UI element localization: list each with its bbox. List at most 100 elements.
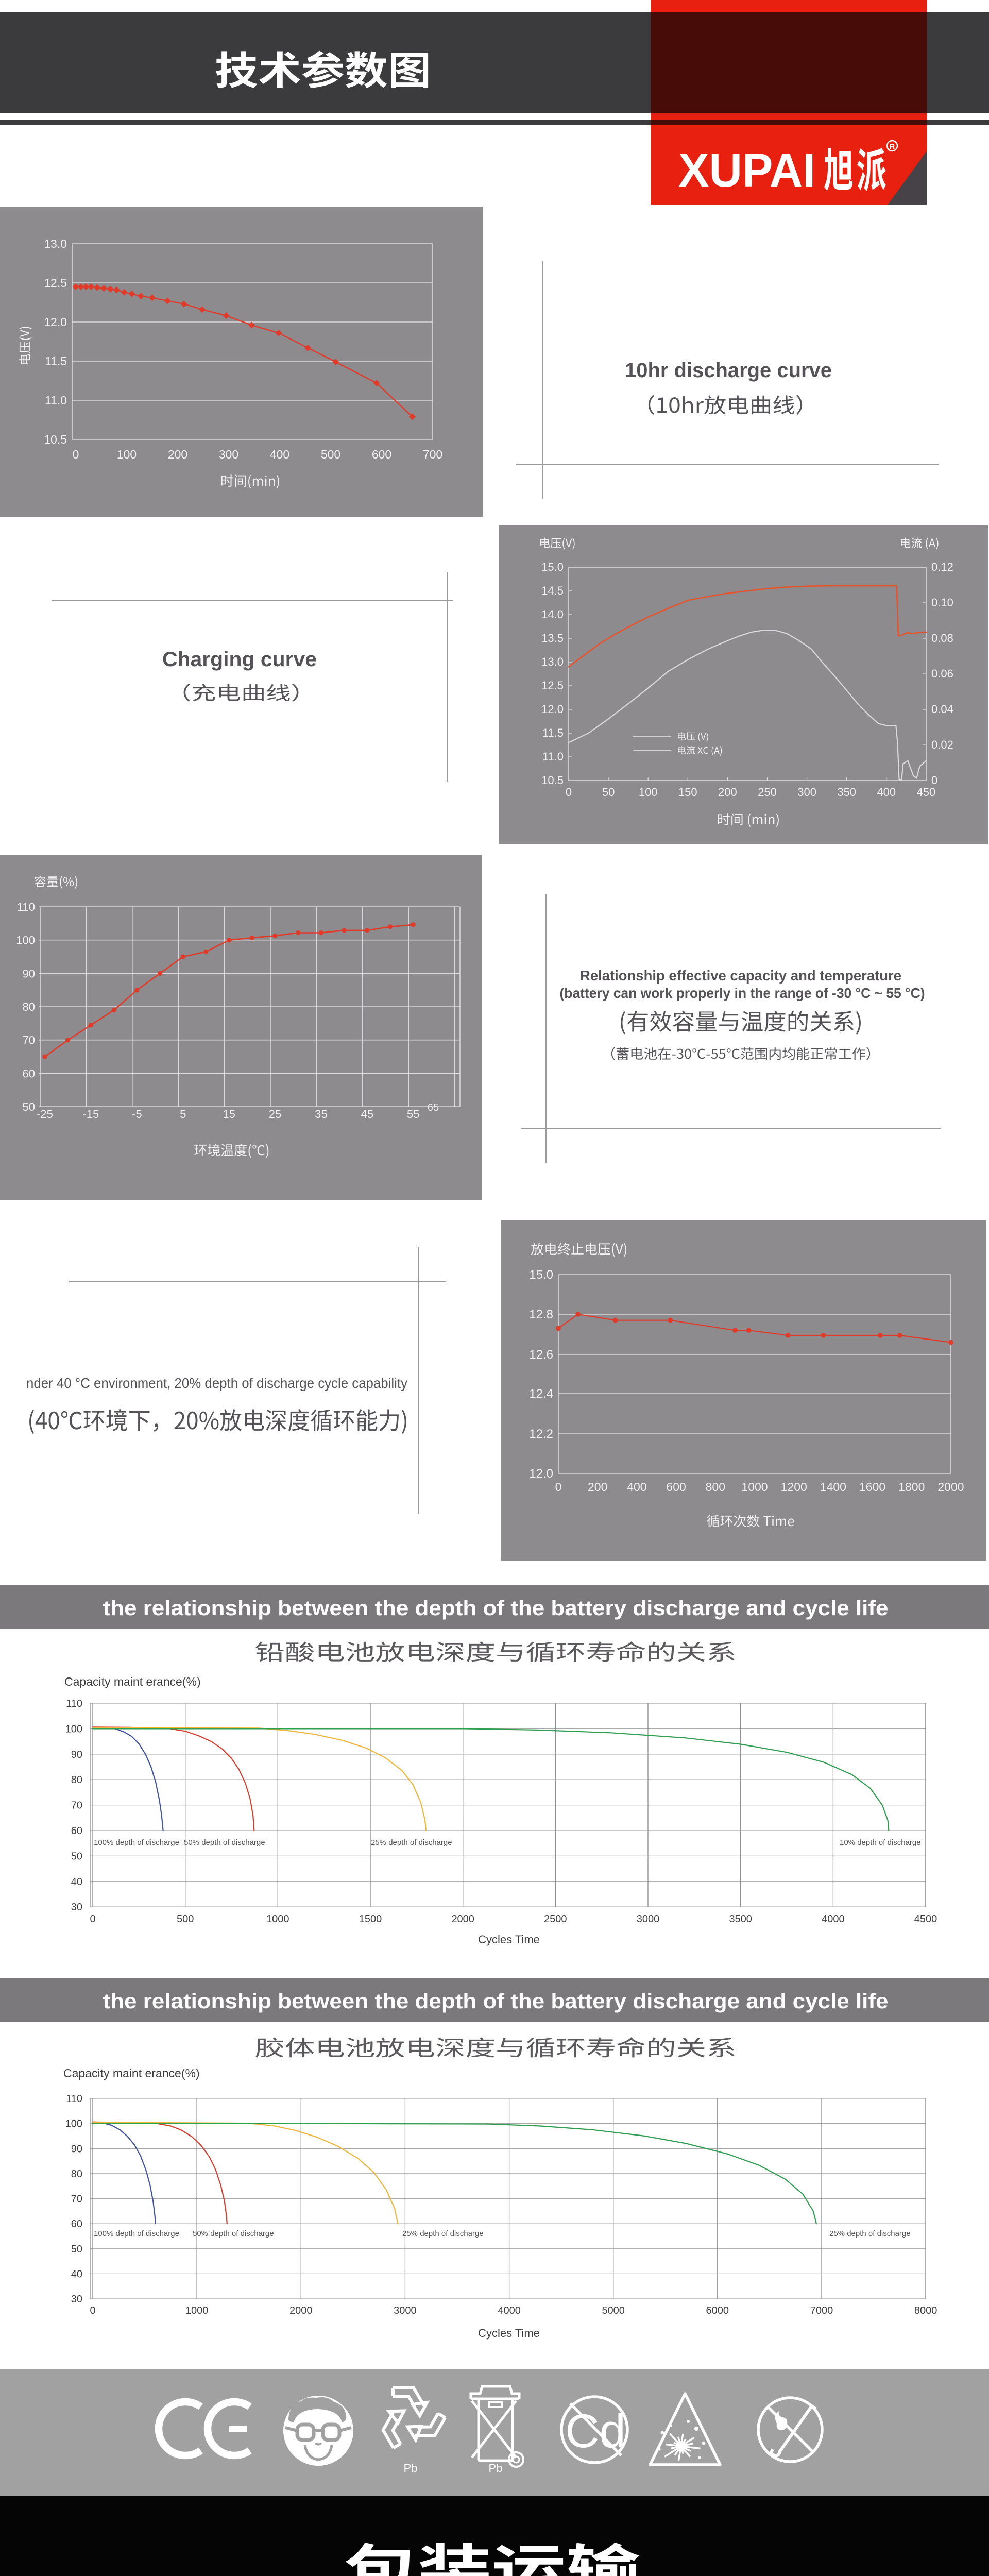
svg-text:0.04: 0.04 (931, 703, 953, 716)
svg-text:70: 70 (23, 1034, 35, 1047)
svg-text:100: 100 (65, 2119, 82, 2130)
svg-text:50% depth of discharge: 50% depth of discharge (184, 1838, 265, 1847)
svg-text:1500: 1500 (359, 1913, 382, 1925)
svg-text:40: 40 (71, 2268, 82, 2280)
svg-text:12.5: 12.5 (541, 679, 564, 692)
svg-text:50: 50 (602, 786, 615, 799)
svg-text:100: 100 (639, 786, 658, 799)
svg-text:15.0: 15.0 (529, 1268, 553, 1282)
svg-text:0: 0 (931, 774, 937, 787)
svg-text:150: 150 (678, 786, 697, 799)
svg-text:3000: 3000 (637, 1913, 660, 1925)
svg-text:the relationship between the d: the relationship between the depth of th… (103, 1989, 889, 2013)
svg-text:110: 110 (17, 901, 35, 913)
svg-text:12.0: 12.0 (541, 703, 564, 716)
svg-text:13.0: 13.0 (44, 237, 67, 250)
svg-text:40: 40 (71, 1876, 82, 1888)
svg-text:3000: 3000 (394, 2305, 417, 2316)
svg-text:Cycles Time: Cycles Time (478, 2327, 540, 2340)
svg-text:25% depth of discharge: 25% depth of discharge (371, 1838, 452, 1847)
svg-text:the relationship between the d: the relationship between the depth of th… (103, 1596, 889, 1620)
svg-text:10hr discharge curve: 10hr discharge curve (625, 359, 832, 382)
svg-text:3500: 3500 (729, 1913, 752, 1925)
svg-text:4500: 4500 (914, 1913, 937, 1925)
svg-text:4000: 4000 (498, 2305, 521, 2316)
svg-text:350: 350 (837, 786, 856, 799)
svg-text:60: 60 (71, 1825, 82, 1837)
svg-text:35: 35 (315, 1108, 327, 1121)
svg-text:2000: 2000 (289, 2305, 313, 2316)
svg-text:100: 100 (65, 1723, 82, 1735)
svg-text:14.0: 14.0 (541, 608, 564, 621)
svg-text:90: 90 (71, 2143, 82, 2155)
svg-text:-5: -5 (132, 1108, 142, 1121)
svg-text:25% depth of discharge: 25% depth of discharge (829, 2229, 911, 2238)
svg-text:0: 0 (73, 448, 79, 461)
svg-text:0: 0 (555, 1480, 562, 1494)
svg-text:110: 110 (66, 1698, 82, 1709)
svg-text:5: 5 (180, 1108, 186, 1121)
svg-text:(battery can work properly in: (battery can work properly in the range … (560, 985, 925, 1001)
svg-text:1200: 1200 (781, 1480, 807, 1494)
svg-text:11.5: 11.5 (542, 726, 564, 739)
svg-text:2500: 2500 (544, 1913, 567, 1925)
svg-text:80: 80 (71, 2168, 82, 2180)
svg-text:12.6: 12.6 (529, 1348, 553, 1362)
svg-text:60: 60 (71, 2218, 82, 2230)
svg-text:200: 200 (588, 1480, 607, 1494)
svg-text:-25: -25 (37, 1108, 53, 1121)
svg-text:70: 70 (71, 2194, 82, 2205)
svg-text:25: 25 (269, 1108, 281, 1121)
svg-text:7000: 7000 (810, 2305, 833, 2316)
svg-text:0.06: 0.06 (931, 667, 953, 680)
svg-text:30: 30 (71, 1902, 82, 1913)
svg-text:100% depth of discharge: 100% depth of discharge (94, 2229, 179, 2238)
svg-text:2000: 2000 (937, 1480, 964, 1494)
svg-text:700: 700 (423, 448, 442, 461)
svg-text:5000: 5000 (602, 2305, 625, 2316)
svg-text:8000: 8000 (914, 2305, 937, 2316)
svg-text:1000: 1000 (741, 1480, 768, 1494)
svg-text:200: 200 (168, 448, 187, 461)
svg-text:Relationship effective capacit: Relationship effective capacity and temp… (580, 968, 901, 984)
svg-text:0: 0 (566, 786, 572, 799)
svg-text:450: 450 (917, 786, 936, 799)
svg-text:110: 110 (66, 2093, 82, 2105)
svg-text:13.5: 13.5 (541, 632, 564, 645)
svg-text:12.2: 12.2 (529, 1427, 553, 1441)
svg-text:10% depth of discharge: 10% depth of discharge (840, 1838, 921, 1847)
svg-text:12.0: 12.0 (529, 1467, 553, 1481)
svg-text:1800: 1800 (898, 1480, 925, 1494)
svg-text:90: 90 (23, 967, 35, 980)
svg-text:400: 400 (877, 786, 896, 799)
svg-text:6000: 6000 (706, 2305, 729, 2316)
svg-text:65: 65 (428, 1102, 439, 1113)
svg-text:50: 50 (71, 1851, 82, 1862)
svg-text:1600: 1600 (859, 1480, 885, 1494)
svg-text:200: 200 (718, 786, 737, 799)
svg-text:0.08: 0.08 (931, 632, 953, 645)
svg-text:Cycles Time: Cycles Time (478, 1933, 540, 1946)
svg-text:nder 40 °C environment, 20% de: nder 40 °C environment, 20% depth of dis… (26, 1375, 407, 1391)
svg-text:0.02: 0.02 (931, 738, 953, 751)
svg-text:12.0: 12.0 (44, 315, 67, 329)
svg-text:100: 100 (117, 448, 137, 461)
svg-text:Charging curve: Charging curve (162, 648, 317, 671)
svg-text:XUPAI: XUPAI (678, 144, 815, 197)
svg-text:600: 600 (666, 1480, 686, 1494)
svg-text:25% depth of discharge: 25% depth of discharge (402, 2229, 484, 2238)
svg-text:90: 90 (71, 1749, 82, 1760)
svg-text:50: 50 (71, 2244, 82, 2255)
svg-text:12.4: 12.4 (529, 1387, 553, 1401)
svg-text:300: 300 (219, 448, 238, 461)
svg-text:80: 80 (71, 1774, 82, 1786)
svg-text:500: 500 (177, 1913, 194, 1925)
svg-text:11.5: 11.5 (45, 354, 67, 368)
svg-text:250: 250 (758, 786, 777, 799)
svg-text:1000: 1000 (185, 2305, 209, 2316)
svg-text:0.10: 0.10 (931, 596, 953, 609)
svg-text:0.12: 0.12 (931, 561, 953, 573)
svg-text:Capacity maint erance(%): Capacity maint erance(%) (64, 1675, 201, 1688)
svg-text:400: 400 (270, 448, 289, 461)
svg-text:800: 800 (706, 1480, 725, 1494)
